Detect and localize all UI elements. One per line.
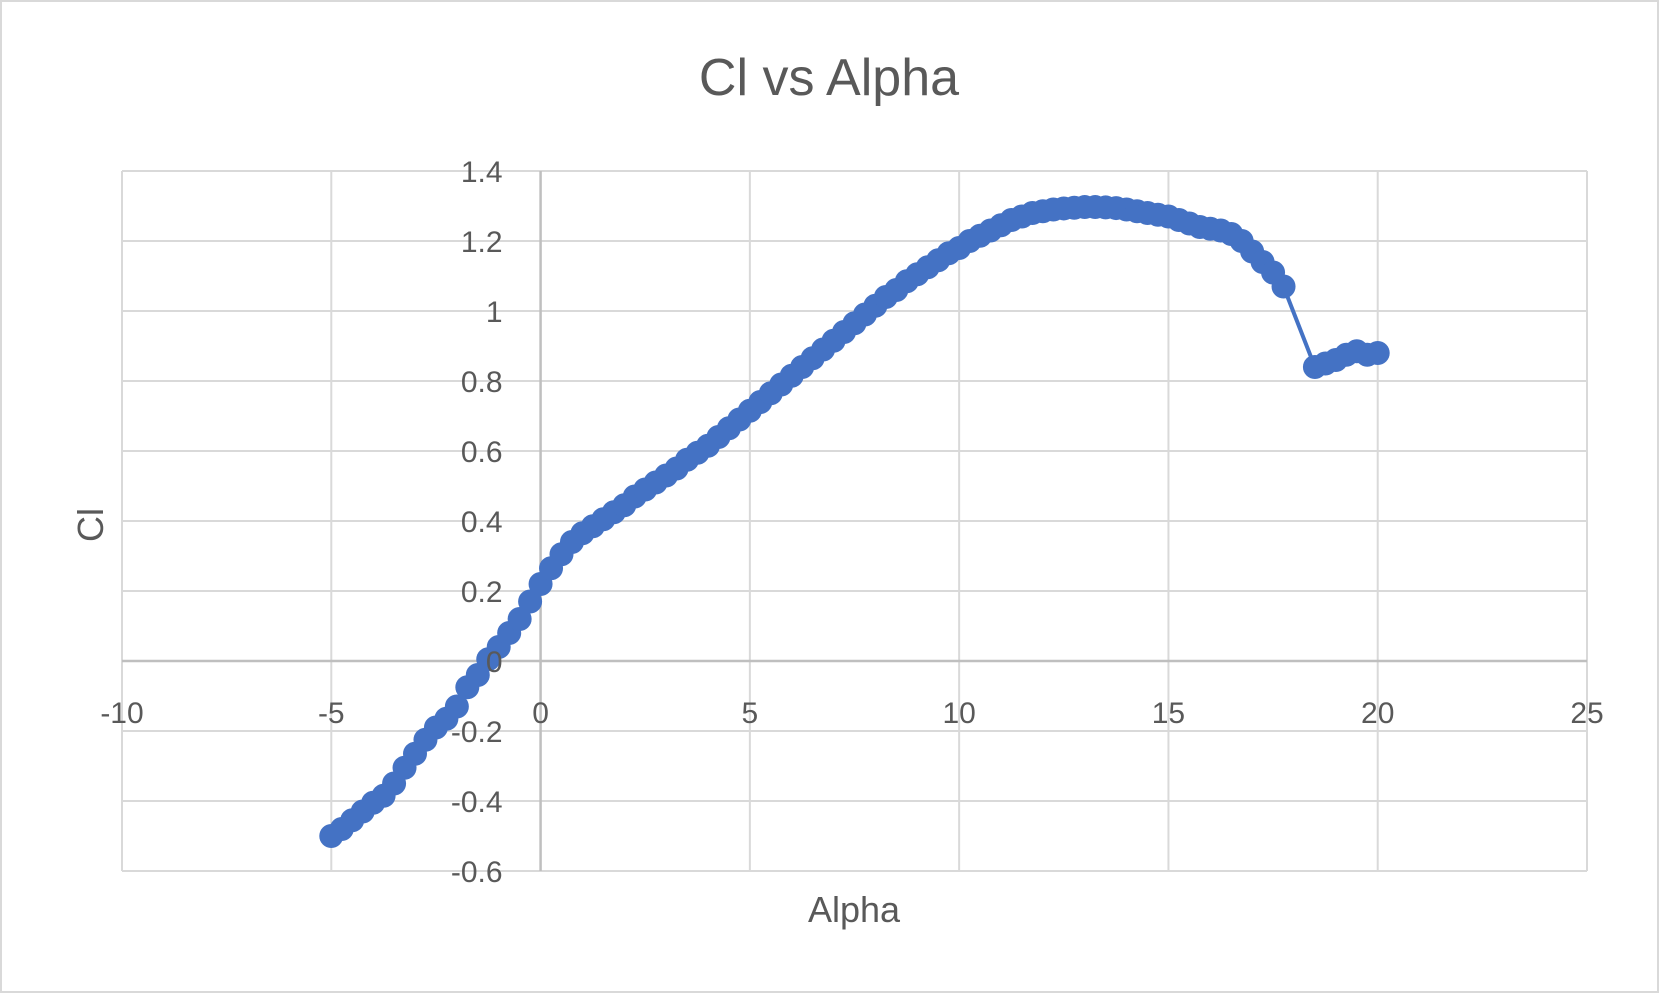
y-tick-label: -0.2: [451, 716, 503, 749]
y-tick-label: -0.4: [451, 786, 503, 819]
y-tick-label: 1: [486, 296, 503, 329]
x-tick-label: 15: [1152, 697, 1185, 730]
y-tick-label: 0: [486, 646, 503, 679]
y-tick-label: 0.6: [461, 436, 503, 469]
x-tick-label: -10: [100, 697, 143, 730]
x-axis-title: Alpha: [808, 889, 901, 930]
tick-labels: -10 -5 0 5 10 15 20 25 1.4 1.2 1 0.8 0.6 0.4 0.2 0 -0.2 -…: [100, 156, 1603, 889]
x-tick-label: 0: [532, 697, 549, 730]
x-tick-label: 25: [1570, 697, 1603, 730]
data-point: [518, 589, 543, 614]
y-tick-label: 1.4: [461, 156, 503, 189]
x-tick-label: 5: [742, 697, 759, 730]
data-point: [444, 694, 469, 719]
y-tick-label: 0.4: [461, 506, 503, 539]
data-point: [507, 607, 532, 631]
chart-title: Cl vs Alpha: [699, 49, 959, 107]
x-tick-label: 10: [942, 697, 975, 730]
data-point: [1271, 274, 1296, 299]
x-tick-label: 20: [1361, 697, 1394, 730]
y-tick-label: 1.2: [461, 226, 503, 259]
y-axis-title: Cl: [70, 508, 111, 542]
y-tick-label: 0.8: [461, 366, 503, 399]
grid-lines: [121, 170, 1588, 872]
y-tick-label: 0.2: [461, 576, 503, 609]
series-cl: [319, 195, 1390, 848]
axes: [122, 171, 1587, 871]
data-point: [1365, 341, 1390, 365]
x-tick-label: -5: [318, 697, 345, 730]
y-tick-label: -0.6: [451, 856, 503, 889]
